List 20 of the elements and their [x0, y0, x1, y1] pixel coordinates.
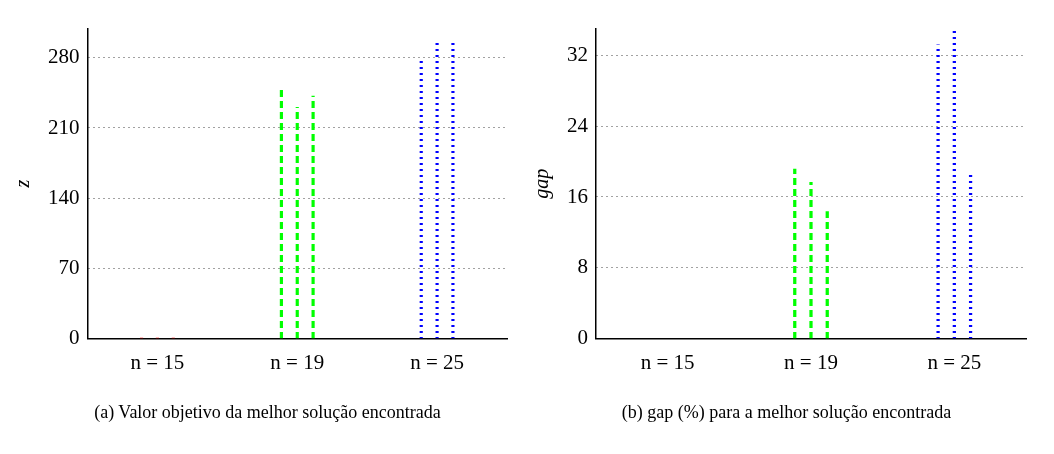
- y-tick-label: 140: [48, 184, 80, 209]
- x-tick-label: n = 19: [784, 349, 838, 374]
- y-tick-label: 280: [48, 44, 80, 69]
- y-tick-label: 70: [58, 255, 80, 280]
- x-tick-label: n = 25: [410, 349, 465, 374]
- text: (b) gap (%) para a melhor solução encontrada: [620, 402, 953, 423]
- x-tick-label: n = 15: [640, 349, 695, 374]
- text: (a) Valor objetivo da melhor solução encontrada: [93, 402, 442, 423]
- x-tick-label: n = 25: [927, 349, 982, 374]
- y-tick-label: 210: [48, 114, 80, 139]
- y-tick-label: 24: [567, 112, 589, 137]
- y-tick-label: 0: [69, 325, 80, 350]
- y-axis-title: z: [11, 179, 34, 189]
- y-tick-label: 8: [577, 254, 588, 279]
- y-tick-label: 32: [567, 41, 588, 66]
- x-tick-label: n = 19: [270, 349, 325, 374]
- y-tick-label: 16: [567, 183, 588, 208]
- y-axis-title: gap: [530, 168, 554, 199]
- y-tick-label: 0: [577, 325, 588, 350]
- x-tick-label: n = 15: [130, 349, 185, 374]
